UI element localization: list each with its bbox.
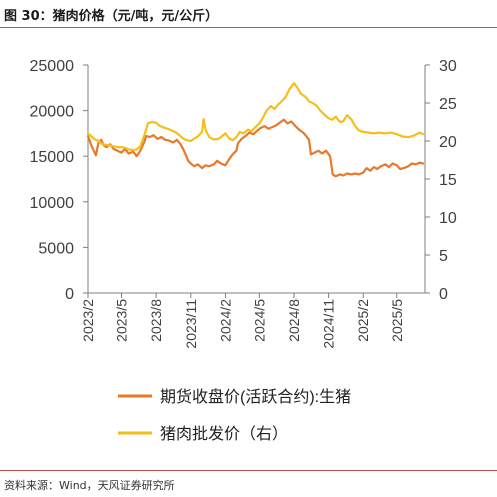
x-tick-label: 2024/2 bbox=[217, 299, 233, 342]
y-right-tick-label: 10 bbox=[439, 210, 457, 227]
y-right-tick-label: 15 bbox=[439, 172, 457, 189]
x-tick-label: 2024/5 bbox=[251, 299, 267, 342]
y-left-tick-label: 0 bbox=[65, 286, 74, 303]
legend-label-futures: 期货收盘价(活跃合约):生猪 bbox=[160, 387, 351, 406]
source-note: 资料来源：Wind，天风证券研究所 bbox=[4, 479, 175, 492]
figure-title: 图 30：猪肉价格（元/吨，元/公斤） bbox=[4, 9, 219, 24]
x-tick-label: 2024/11 bbox=[321, 299, 337, 349]
y-left-tick-label: 5000 bbox=[38, 240, 74, 257]
x-tick-label: 2023/8 bbox=[148, 299, 164, 342]
x-tick-label: 2023/11 bbox=[183, 299, 199, 349]
y-left-tick-label: 15000 bbox=[30, 149, 75, 166]
series-line-futures bbox=[86, 118, 425, 178]
y-left-tick-label: 25000 bbox=[30, 58, 75, 75]
y-right-tick-label: 30 bbox=[439, 58, 457, 75]
chart-lines bbox=[86, 82, 425, 178]
x-tick-label: 2023/2 bbox=[80, 299, 96, 342]
series-line-wholesale bbox=[86, 82, 425, 152]
legend-label-wholesale: 猪肉批发价（右） bbox=[160, 425, 288, 443]
chart-axes: 0 5000 10000 15000 20000 25000 0 5 10 15 20 25 30 202… bbox=[30, 58, 457, 349]
x-tick-label: 2025/5 bbox=[389, 299, 405, 342]
y-left-tick-label: 10000 bbox=[30, 195, 75, 212]
x-tick-label: 2023/5 bbox=[114, 299, 130, 342]
source-divider bbox=[0, 470, 497, 471]
y-right-tick-label: 5 bbox=[439, 248, 448, 265]
y-left-tick-label: 20000 bbox=[30, 104, 75, 121]
y-right-tick-label: 25 bbox=[439, 96, 457, 113]
y-right-tick-label: 0 bbox=[439, 286, 448, 303]
x-tick-label: 2024/8 bbox=[286, 299, 302, 342]
y-right-tick-label: 20 bbox=[439, 134, 457, 151]
x-tick-label: 2025/2 bbox=[355, 299, 371, 342]
title-divider bbox=[0, 27, 497, 28]
